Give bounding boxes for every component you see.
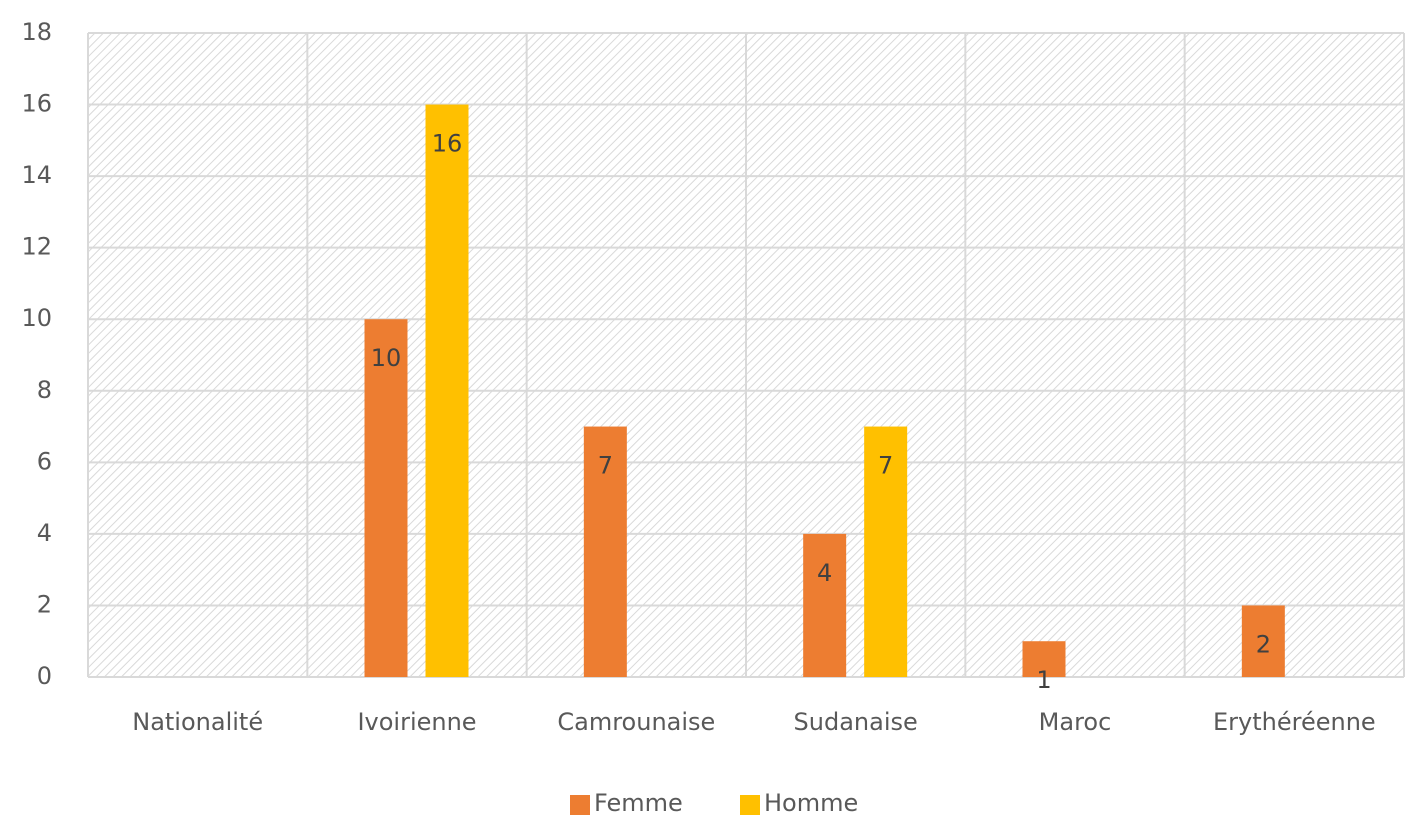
bar <box>583 426 627 677</box>
bar <box>864 426 908 677</box>
bar <box>1022 641 1066 677</box>
data-label: 7 <box>598 452 613 480</box>
legend-label: Femme <box>594 789 683 816</box>
y-tick-label: 16 <box>21 90 52 118</box>
y-tick-label: 18 <box>21 18 52 46</box>
y-tick-label: 0 <box>37 662 52 690</box>
x-tick-label: Nationalité <box>132 708 263 736</box>
data-label: 7 <box>878 452 893 480</box>
y-tick-label: 8 <box>37 376 52 404</box>
x-tick-label: Erythéréenne <box>1213 708 1376 736</box>
data-label: 1 <box>1036 666 1051 694</box>
y-tick-label: 10 <box>21 304 52 332</box>
legend-label: Homme <box>764 789 858 816</box>
data-label: 2 <box>1256 630 1271 658</box>
x-tick-label: Maroc <box>1039 708 1112 736</box>
x-tick-label: Sudanaise <box>794 708 918 736</box>
y-tick-label: 6 <box>37 447 52 475</box>
x-tick-label: Camrounaise <box>557 708 715 736</box>
legend-swatch <box>570 795 590 815</box>
y-tick-label: 12 <box>21 233 52 261</box>
y-tick-label: 14 <box>21 161 52 189</box>
y-tick-label: 4 <box>37 519 52 547</box>
bar <box>803 533 847 677</box>
legend-swatch <box>740 795 760 815</box>
bar <box>425 104 469 678</box>
data-label: 4 <box>817 559 832 587</box>
bar <box>1241 605 1285 677</box>
data-label: 16 <box>432 130 463 158</box>
y-tick-label: 2 <box>37 590 52 618</box>
x-tick-label: Ivoirienne <box>357 708 476 736</box>
data-label: 10 <box>371 344 402 372</box>
bar <box>364 319 408 677</box>
